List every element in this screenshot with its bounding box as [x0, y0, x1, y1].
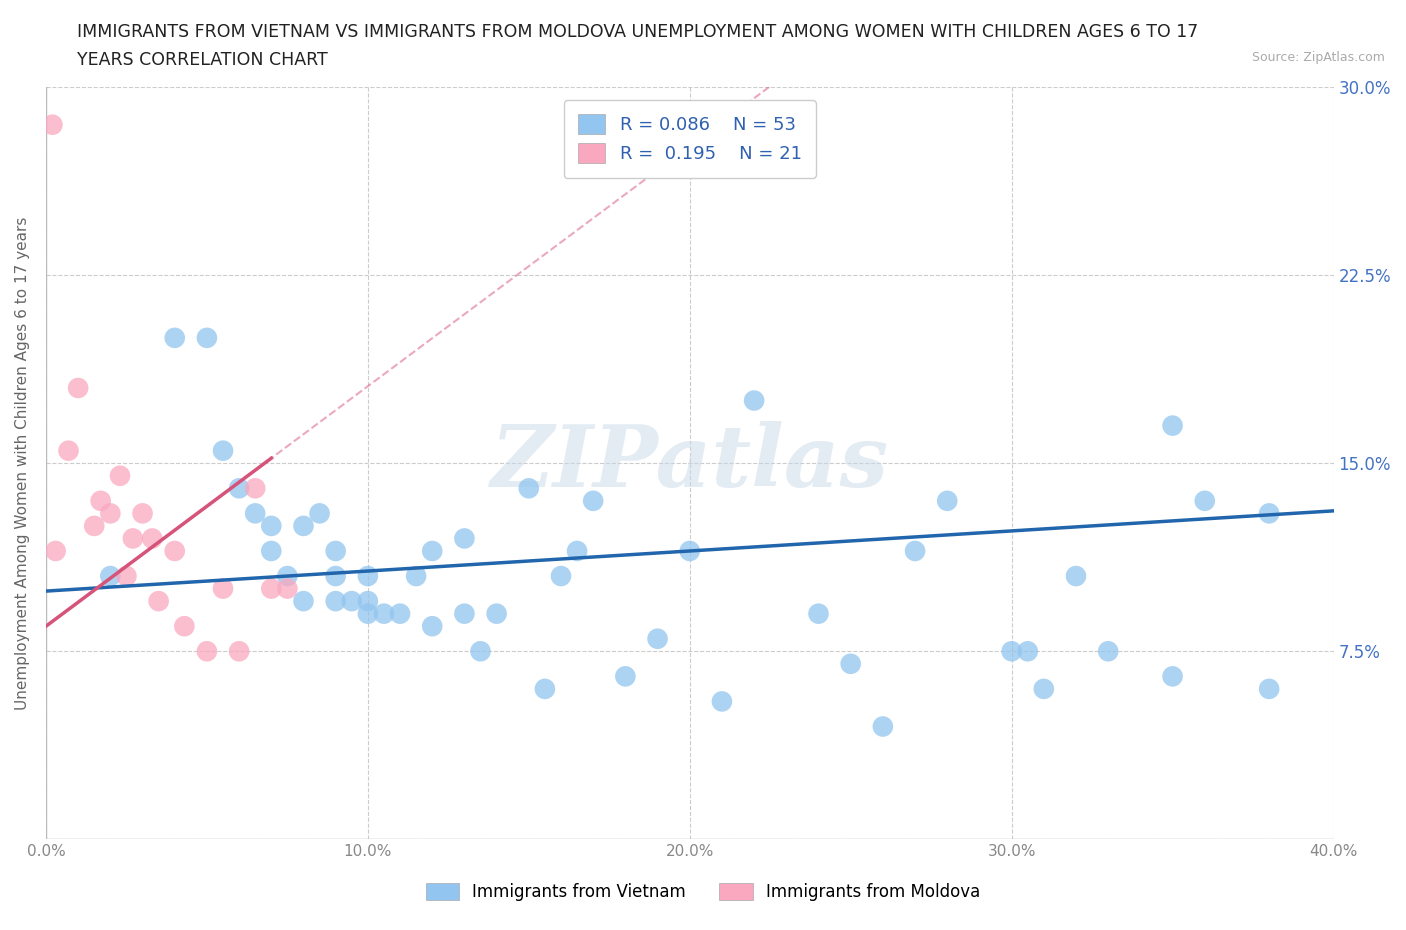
- Point: [245, 506, 267, 521]
- Point: [710, 694, 733, 709]
- Point: [292, 593, 315, 608]
- Point: [1161, 669, 1184, 684]
- Point: [260, 543, 283, 558]
- Point: [1258, 682, 1281, 697]
- Point: [45, 543, 67, 558]
- Point: [614, 669, 637, 684]
- Point: [904, 543, 927, 558]
- Point: [58, 444, 80, 458]
- Point: [1032, 682, 1054, 697]
- Point: [453, 606, 475, 621]
- Point: [485, 606, 508, 621]
- Point: [1161, 418, 1184, 433]
- Point: [212, 444, 235, 458]
- Point: [647, 631, 669, 646]
- Point: [122, 531, 145, 546]
- Point: [195, 644, 218, 658]
- Point: [582, 494, 605, 509]
- Point: [1194, 494, 1216, 509]
- Point: [276, 581, 298, 596]
- Point: [550, 568, 572, 583]
- Point: [115, 568, 138, 583]
- Point: [936, 494, 959, 509]
- Legend: Immigrants from Vietnam, Immigrants from Moldova: Immigrants from Vietnam, Immigrants from…: [419, 876, 987, 908]
- Point: [565, 543, 588, 558]
- Point: [325, 568, 347, 583]
- Point: [260, 518, 283, 533]
- Point: [245, 481, 267, 496]
- Point: [325, 593, 347, 608]
- Point: [470, 644, 492, 658]
- Point: [1258, 506, 1281, 521]
- Point: [325, 543, 347, 558]
- Point: [1064, 568, 1087, 583]
- Text: YEARS CORRELATION CHART: YEARS CORRELATION CHART: [77, 51, 328, 69]
- Point: [41, 117, 63, 132]
- Point: [1017, 644, 1039, 658]
- Point: [163, 330, 186, 345]
- Point: [148, 593, 170, 608]
- Text: Source: ZipAtlas.com: Source: ZipAtlas.com: [1251, 51, 1385, 64]
- Point: [742, 393, 765, 408]
- Text: ZIPatlas: ZIPatlas: [491, 421, 889, 505]
- Point: [1097, 644, 1119, 658]
- Legend: R = 0.086    N = 53, R =  0.195    N = 21: R = 0.086 N = 53, R = 0.195 N = 21: [564, 100, 815, 178]
- Point: [308, 506, 330, 521]
- Point: [98, 506, 121, 521]
- Point: [453, 531, 475, 546]
- Point: [340, 593, 363, 608]
- Point: [517, 481, 540, 496]
- Point: [131, 506, 153, 521]
- Point: [163, 543, 186, 558]
- Point: [108, 469, 131, 484]
- Text: IMMIGRANTS FROM VIETNAM VS IMMIGRANTS FROM MOLDOVA UNEMPLOYMENT AMONG WOMEN WITH: IMMIGRANTS FROM VIETNAM VS IMMIGRANTS FR…: [77, 23, 1198, 41]
- Point: [389, 606, 412, 621]
- Point: [173, 618, 195, 633]
- Point: [357, 606, 380, 621]
- Point: [195, 330, 218, 345]
- Point: [67, 380, 90, 395]
- Point: [90, 494, 112, 509]
- Y-axis label: Unemployment Among Women with Children Ages 6 to 17 years: Unemployment Among Women with Children A…: [15, 217, 30, 710]
- Point: [98, 568, 121, 583]
- Point: [357, 568, 380, 583]
- Point: [83, 518, 105, 533]
- Point: [228, 481, 250, 496]
- Point: [807, 606, 830, 621]
- Point: [1001, 644, 1024, 658]
- Point: [405, 568, 427, 583]
- Point: [357, 593, 380, 608]
- Point: [420, 543, 443, 558]
- Point: [534, 682, 557, 697]
- Point: [872, 719, 894, 734]
- Point: [679, 543, 702, 558]
- Point: [228, 644, 250, 658]
- Point: [276, 568, 298, 583]
- Point: [292, 518, 315, 533]
- Point: [839, 657, 862, 671]
- Point: [141, 531, 163, 546]
- Point: [373, 606, 395, 621]
- Point: [212, 581, 235, 596]
- Point: [260, 581, 283, 596]
- Point: [420, 618, 443, 633]
